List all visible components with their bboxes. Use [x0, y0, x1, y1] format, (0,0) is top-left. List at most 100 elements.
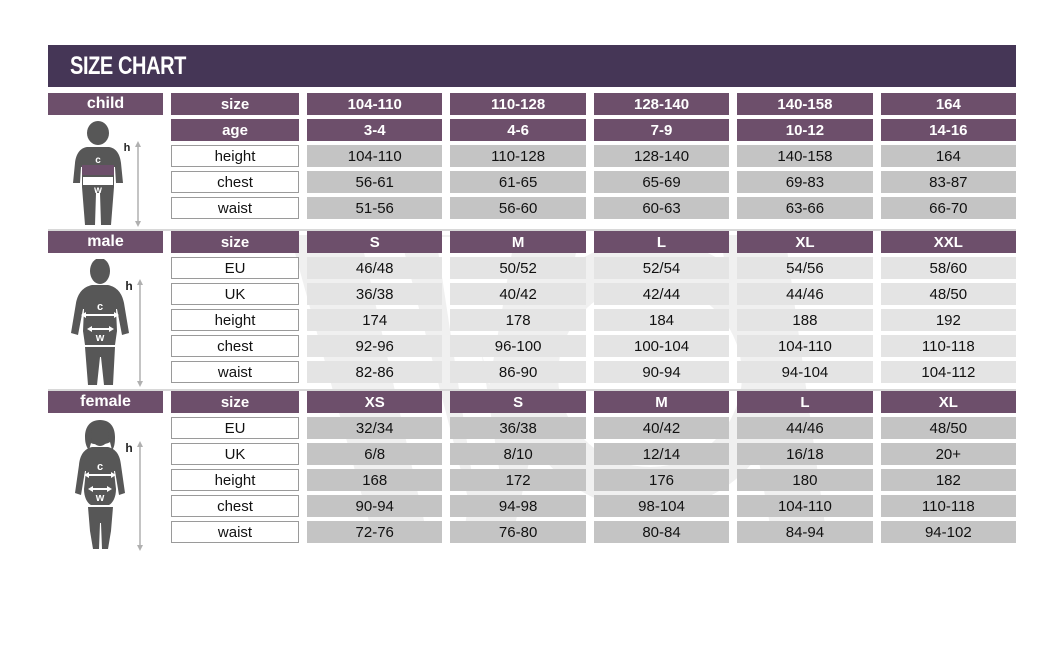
- table-cell: 86-90: [450, 361, 586, 383]
- table-cell: 56-60: [450, 197, 586, 219]
- table-cell: 110-118: [880, 335, 1017, 357]
- group-label-male: male: [48, 231, 163, 253]
- row-label: chest: [171, 495, 299, 517]
- size-chart: SIZE CHART child c: [48, 45, 1017, 552]
- table-cell: 110-128: [450, 145, 586, 167]
- group-label-female: female: [48, 391, 163, 413]
- column-header: M: [450, 231, 586, 253]
- column-header: 7-9: [593, 119, 730, 141]
- row-label: waist: [171, 361, 299, 383]
- table-cell: 104-112: [880, 361, 1017, 383]
- table-row: chest 90-94 94-98 98-104 104-110 110-118: [171, 495, 1017, 517]
- section-male: male: [48, 231, 1017, 389]
- male-figure: c w h: [70, 259, 143, 387]
- table-cell: 84-94: [737, 521, 873, 543]
- table-row: UK 6/8 8/10 12/14 16/18 20+: [171, 443, 1017, 465]
- column-header: M: [593, 391, 730, 413]
- table-cell: 104-110: [737, 495, 873, 517]
- column-header: XXL: [880, 231, 1017, 253]
- table-cell: 90-94: [593, 361, 730, 383]
- table-cell: 140-158: [737, 145, 873, 167]
- table-row: EU 46/48 50/52 52/54 54/56 58/60: [171, 257, 1017, 279]
- table-row: chest 92-96 96-100 100-104 104-110 110-1…: [171, 335, 1017, 357]
- table-cell: 174: [307, 309, 443, 331]
- table-cell: 48/50: [880, 417, 1017, 439]
- table-row: EU 32/34 36/38 40/42 44/46 48/50: [171, 417, 1017, 439]
- table-cell: 32/34: [307, 417, 443, 439]
- row-label: EU: [171, 417, 299, 439]
- table-cell: 104-110: [307, 145, 443, 167]
- column-header: S: [307, 231, 443, 253]
- row-header-label: size: [171, 93, 299, 115]
- table-cell: 82-86: [307, 361, 443, 383]
- table-cell: 44/46: [737, 283, 873, 305]
- child-figure: c w h: [72, 121, 141, 227]
- column-header: L: [593, 231, 730, 253]
- table-cell: 76-80: [450, 521, 586, 543]
- table-cell: 46/48: [307, 257, 443, 279]
- svg-text:h: h: [125, 279, 132, 293]
- section-divider: [48, 229, 1016, 231]
- female-figure-wrap: c w h: [48, 413, 163, 552]
- header-row-size: size 104-110 110-128 128-140 140-158 164: [171, 93, 1017, 115]
- table-cell: 60-63: [593, 197, 730, 219]
- table-cell: 36/38: [307, 283, 443, 305]
- column-header: 3-4: [307, 119, 443, 141]
- page-title: SIZE CHART: [70, 51, 186, 80]
- table-cell: 83-87: [880, 171, 1017, 193]
- section-child: child c w: [48, 93, 1017, 229]
- table-cell: 50/52: [450, 257, 586, 279]
- table-cell: 94-98: [450, 495, 586, 517]
- column-header: 14-16: [880, 119, 1017, 141]
- table-cell: 16/18: [737, 443, 873, 465]
- svg-text:w: w: [93, 185, 102, 196]
- row-label: chest: [171, 335, 299, 357]
- table-cell: 128-140: [593, 145, 730, 167]
- header-row-size: size S M L XL XXL: [171, 231, 1017, 253]
- table-cell: 80-84: [593, 521, 730, 543]
- table-cell: 66-70: [880, 197, 1017, 219]
- row-label: EU: [171, 257, 299, 279]
- table-cell: 65-69: [593, 171, 730, 193]
- table-cell: 90-94: [307, 495, 443, 517]
- column-header: 104-110: [307, 93, 443, 115]
- table-cell: 94-104: [737, 361, 873, 383]
- table-cell: 180: [737, 469, 873, 491]
- table-cell: 94-102: [880, 521, 1017, 543]
- table-cell: 104-110: [737, 335, 873, 357]
- header-row-age: age 3-4 4-6 7-9 10-12 14-16: [171, 119, 1017, 141]
- column-header: L: [737, 391, 873, 413]
- table-cell: 69-83: [737, 171, 873, 193]
- table-cell: 188: [737, 309, 873, 331]
- table-cell: 20+: [880, 443, 1017, 465]
- svg-text:w: w: [94, 492, 104, 504]
- column-header: 4-6: [450, 119, 586, 141]
- row-header-label: size: [171, 391, 299, 413]
- table-cell: 172: [450, 469, 586, 491]
- column-header: XL: [880, 391, 1017, 413]
- table-row: chest 56-61 61-65 65-69 69-83 83-87: [171, 171, 1017, 193]
- table-cell: 54/56: [737, 257, 873, 279]
- table-cell: 192: [880, 309, 1017, 331]
- table-cell: 36/38: [450, 417, 586, 439]
- table-female: size XS S M L XL EU 32/34 36/38 40/42 44…: [171, 391, 1017, 547]
- table-cell: 51-56: [307, 197, 443, 219]
- male-figure-wrap: c w h: [48, 253, 163, 389]
- section-female: female: [48, 391, 1017, 552]
- table-cell: 168: [307, 469, 443, 491]
- svg-text:h: h: [123, 142, 130, 154]
- chart-title-bar: SIZE CHART: [48, 45, 1016, 87]
- table-cell: 63-66: [737, 197, 873, 219]
- group-label-child: child: [48, 93, 163, 115]
- column-header: 164: [880, 93, 1017, 115]
- column-header: 110-128: [450, 93, 586, 115]
- table-row: waist 51-56 56-60 60-63 63-66 66-70: [171, 197, 1017, 219]
- svg-text:h: h: [125, 441, 132, 455]
- table-cell: 110-118: [880, 495, 1017, 517]
- table-cell: 98-104: [593, 495, 730, 517]
- table-cell: 178: [450, 309, 586, 331]
- table-cell: 164: [880, 145, 1017, 167]
- row-label: UK: [171, 443, 299, 465]
- svg-text:c: c: [96, 301, 102, 313]
- column-header: 10-12: [737, 119, 873, 141]
